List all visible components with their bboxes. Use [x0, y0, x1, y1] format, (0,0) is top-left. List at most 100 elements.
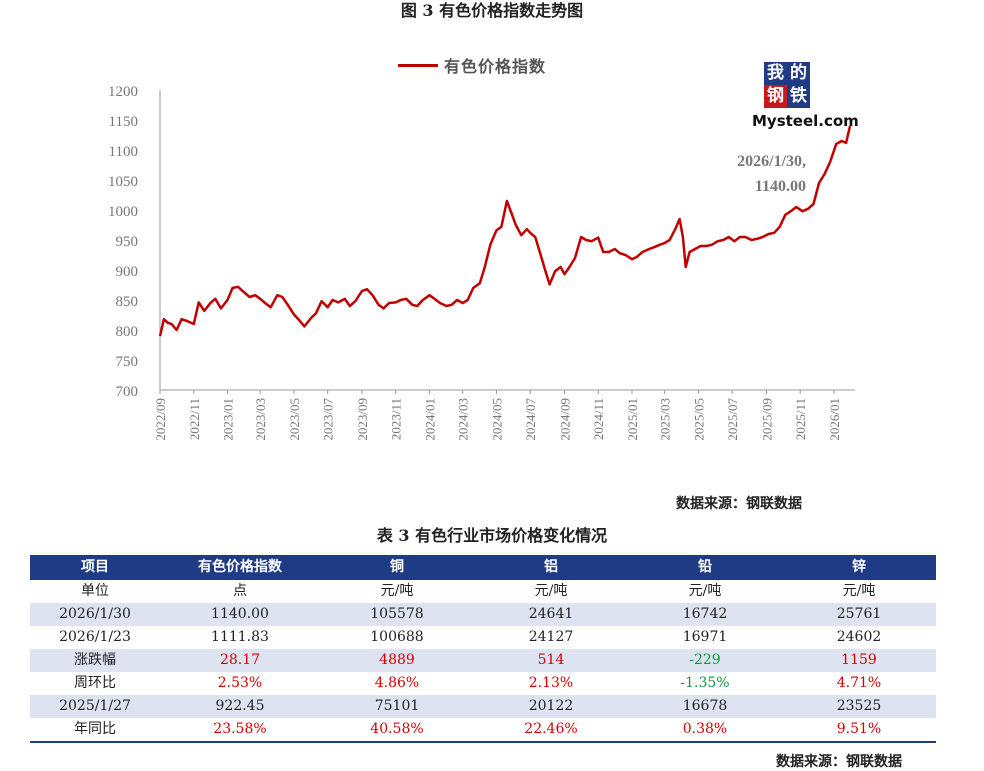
figure-title: 图 3 有色价格指数走势图 — [400, 1, 584, 20]
x-tick-label: 2023/09 — [355, 398, 370, 441]
table-cell: 922.45 — [160, 695, 320, 718]
row-label-cell: 2026/1/23 — [59, 629, 131, 645]
table-cell: -1.35% — [680, 675, 730, 691]
header-cell: 铅 — [628, 555, 782, 580]
x-tick-label: 2025/01 — [625, 398, 640, 441]
x-tick-label: 2025/07 — [725, 398, 740, 441]
table-row: 周环比 2.53% 4.86% 2.13% -1.35% 4.71% — [30, 672, 936, 695]
table-cell: 24602 — [836, 629, 882, 645]
x-tick-label: 2025/03 — [658, 398, 673, 441]
table-row: 年同比 23.58% 40.58% 22.46% 0.38% 9.51% — [30, 718, 936, 743]
table-row: 单位 点 元/吨 元/吨 元/吨 元/吨 — [30, 580, 936, 603]
table-cell: 点 — [233, 583, 247, 599]
table-row: 2026/1/23 1111.83 100688 24127 16971 24602 — [30, 626, 936, 649]
table-cell: 22.46% — [474, 718, 628, 743]
table-cell: 2.13% — [528, 675, 574, 691]
annotation-label: 1140.00 — [755, 178, 806, 195]
y-tick-label: 1000 — [108, 204, 138, 220]
table-title: 表 3 有色行业市场价格变化情况 — [376, 526, 608, 545]
table-cell: 24127 — [528, 629, 574, 645]
mysteel-logo: 我 的 钢 铁 Mysteel.com — [752, 62, 859, 134]
y-tick-label: 800 — [116, 324, 139, 340]
y-tick-label: 1050 — [108, 174, 138, 190]
y-tick-label: 900 — [116, 264, 139, 280]
table-cell: 9.51% — [782, 718, 936, 743]
logo-tile: 的 — [787, 62, 810, 85]
table-cell: 514 — [474, 649, 628, 672]
price-table: 项目 有色价格指数 铜 铝 铅 锌 单位 点 元/吨 元/吨 元/吨 元/吨 2026/1/… — [30, 555, 936, 743]
annotation-label: 2026/1/30, — [737, 153, 806, 170]
table-cell: 24641 — [474, 603, 628, 626]
logo-tile: 我 — [764, 62, 787, 85]
row-label-cell: 2026/1/30 — [30, 603, 160, 626]
x-tick-label: 2025/05 — [691, 398, 706, 441]
y-tick-label: 1150 — [109, 114, 138, 130]
x-tick-label: 2023/07 — [321, 398, 336, 441]
logo-tile: 铁 — [787, 85, 810, 108]
header-cell: 有色价格指数 — [160, 555, 320, 580]
table-cell: 23525 — [782, 695, 936, 718]
logo-text: Mysteel.com — [752, 112, 859, 130]
y-tick-label: 950 — [116, 234, 139, 250]
table-cell: 2.53% — [217, 675, 263, 691]
row-label-cell: 涨跌幅 — [30, 649, 160, 672]
table-cell: 4.71% — [836, 675, 882, 691]
table-cell: 16971 — [682, 629, 728, 645]
x-tick-label: 2022/11 — [187, 398, 202, 440]
x-tick-label: 2026/01 — [827, 398, 842, 441]
table-cell: 1140.00 — [160, 603, 320, 626]
x-tick-label: 2024/03 — [456, 398, 471, 441]
table-cell: 75101 — [320, 695, 474, 718]
row-label-cell: 周环比 — [74, 675, 116, 691]
x-tick-label: 2023/03 — [253, 398, 268, 441]
x-tick-label: 2024/11 — [591, 398, 606, 440]
x-tick-label: 2025/09 — [759, 398, 774, 441]
table-cell: 16678 — [628, 695, 782, 718]
y-tick-label: 850 — [116, 294, 139, 310]
table-row: 2026/1/30 1140.00 105578 24641 16742 25761 — [30, 603, 936, 626]
x-tick-label: 2023/11 — [389, 398, 404, 440]
logo-tiles: 我 的 钢 铁 — [764, 62, 810, 108]
table-cell: 16742 — [628, 603, 782, 626]
table-cell: 28.17 — [160, 649, 320, 672]
header-cell: 铜 — [320, 555, 474, 580]
row-label-cell: 单位 — [81, 583, 109, 599]
table-cell: 1159 — [782, 649, 936, 672]
y-tick-label: 750 — [116, 354, 139, 370]
table-cell: 25761 — [782, 603, 936, 626]
chart-legend: 有色价格指数 — [398, 55, 546, 76]
index-line-chart: 1200 1150 1100 1050 1000 950 900 850 800 750 700 20… — [108, 84, 855, 441]
x-tick-label: 2025/11 — [793, 398, 808, 440]
table-cell: 元/吨 — [842, 583, 876, 599]
table-cell: 105578 — [320, 603, 474, 626]
table-cell: 元/吨 — [534, 583, 568, 599]
x-tick-label: 2023/05 — [287, 398, 302, 441]
header-cell: 锌 — [782, 555, 936, 580]
table-cell: 20122 — [474, 695, 628, 718]
legend-line-swatch — [398, 63, 438, 67]
header-cell: 项目 — [30, 555, 160, 580]
x-tick-label: 2023/01 — [221, 398, 236, 441]
table-cell: 1111.83 — [211, 629, 269, 645]
table-cell: 元/吨 — [380, 583, 414, 599]
header-cell: 铝 — [474, 555, 628, 580]
x-tick-label: 2024/05 — [489, 398, 504, 441]
figure-source: 数据来源：钢联数据 — [676, 496, 802, 512]
table-cell: 40.58% — [320, 718, 474, 743]
table-header-row: 项目 有色价格指数 铜 铝 铅 锌 — [30, 555, 936, 580]
table-cell: 4.86% — [374, 675, 420, 691]
table-source: 数据来源：钢联数据 — [776, 754, 902, 770]
row-label-cell: 年同比 — [30, 718, 160, 743]
x-tick-label: 2024/01 — [422, 398, 437, 441]
table-cell: 4889 — [320, 649, 474, 672]
x-tick-label: 2022/09 — [153, 398, 168, 441]
series-line — [158, 125, 852, 337]
y-tick-label: 1200 — [108, 84, 138, 100]
x-tick-label: 2024/07 — [523, 398, 538, 441]
table-row: 2025/1/27 922.45 75101 20122 16678 23525 — [30, 695, 936, 718]
table-cell: 0.38% — [628, 718, 782, 743]
logo-tile: 钢 — [764, 85, 787, 108]
table-row: 涨跌幅 28.17 4889 514 -229 1159 — [30, 649, 936, 672]
y-tick-label: 1100 — [109, 144, 138, 160]
row-label-cell: 2025/1/27 — [30, 695, 160, 718]
